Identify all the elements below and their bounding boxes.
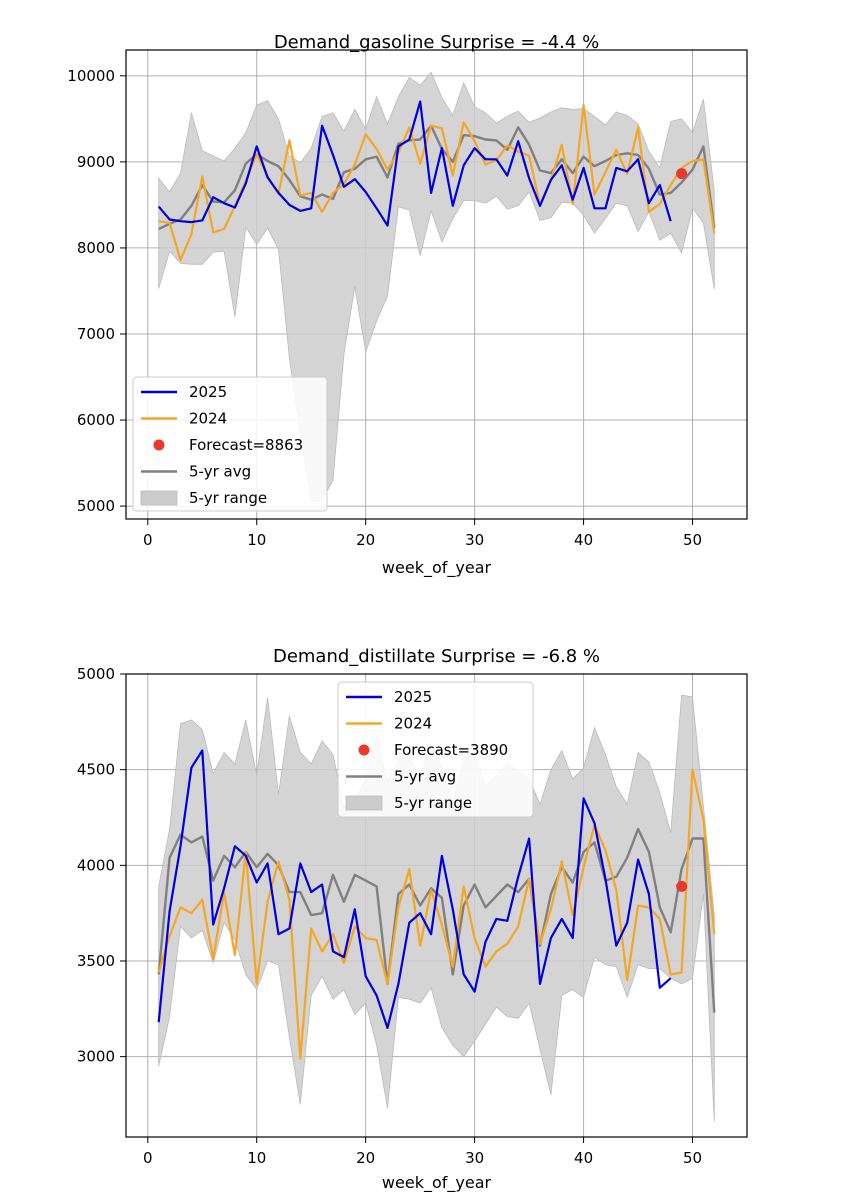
x-tick-label: 0	[143, 1149, 153, 1167]
legend-box	[132, 376, 328, 512]
legend-label-forecast: Forecast=3890	[394, 741, 508, 759]
legend-label-avg: 5-yr avg	[394, 768, 456, 786]
x-tick-label: 50	[683, 531, 702, 549]
x-tick-label: 40	[574, 531, 593, 549]
chart-1: 0 10 20 30 40 50 5000 6000 7000 8000 9000 10000 Dema…	[67, 32, 748, 578]
chart-2: 0 10 20 30 40 50 3000 3500 4000 4500 5000 Demand_di…	[77, 646, 748, 1193]
y-tick-label: 5000	[77, 665, 115, 683]
legend-box	[337, 681, 534, 818]
chart-title: Demand_distillate Surprise = -6.8 %	[273, 646, 600, 667]
forecast-point	[676, 880, 688, 892]
x-tick-label: 40	[574, 1149, 593, 1167]
legend-swatch-range	[345, 795, 383, 811]
legend-label-y2024: 2024	[189, 410, 227, 428]
x-tick-label: 20	[356, 531, 375, 549]
x-axis-label: week_of_year	[382, 1173, 492, 1193]
y-tick-label: 3500	[77, 952, 115, 970]
legend-label-range: 5-yr range	[189, 489, 267, 507]
y-tick-label: 4500	[77, 761, 115, 779]
legend-label-y2025: 2025	[394, 688, 432, 706]
y-tick-label: 6000	[77, 411, 115, 429]
avg-line	[158, 124, 716, 231]
y-tick-label: 3000	[77, 1048, 115, 1066]
x-tick-label: 30	[465, 1149, 484, 1167]
y-tick-label: 8000	[77, 239, 115, 257]
y-tick-label: 4000	[77, 856, 115, 874]
x-tick-label: 0	[143, 531, 153, 549]
legend-label-y2025: 2025	[189, 383, 227, 401]
series-2025-line	[157, 100, 672, 227]
legend: 2025 2024 Forecast=8863 5-yr avg 5-yr range	[132, 376, 328, 512]
x-tick-label: 10	[247, 531, 266, 549]
chart-title: Demand_gasoline Surprise = -4.4 %	[274, 32, 599, 53]
y-tick-label: 10000	[67, 67, 115, 85]
series-2025-line	[157, 749, 672, 1030]
x-tick-label: 10	[247, 1149, 266, 1167]
y-tick-label: 5000	[77, 497, 115, 515]
axes-frame	[125, 673, 748, 1138]
x-axis-label: week_of_year	[382, 558, 492, 578]
legend-swatch-forecast	[358, 744, 370, 756]
x-tick-label: 50	[683, 1149, 702, 1167]
legend-label-range: 5-yr range	[394, 794, 472, 812]
legend-swatch-range	[140, 490, 178, 506]
x-tick-label: 20	[356, 1149, 375, 1167]
legend: 2025 2024 Forecast=3890 5-yr avg 5-yr range	[337, 681, 534, 818]
x-tick-label: 30	[465, 531, 484, 549]
forecast-point	[676, 168, 688, 180]
legend-label-y2024: 2024	[394, 715, 432, 733]
legend-swatch-forecast	[153, 439, 165, 451]
legend-label-avg: 5-yr avg	[189, 463, 251, 481]
y-tick-label: 9000	[77, 153, 115, 171]
legend-label-forecast: Forecast=8863	[189, 436, 303, 454]
axes-frame	[125, 49, 748, 520]
y-tick-label: 7000	[77, 325, 115, 343]
